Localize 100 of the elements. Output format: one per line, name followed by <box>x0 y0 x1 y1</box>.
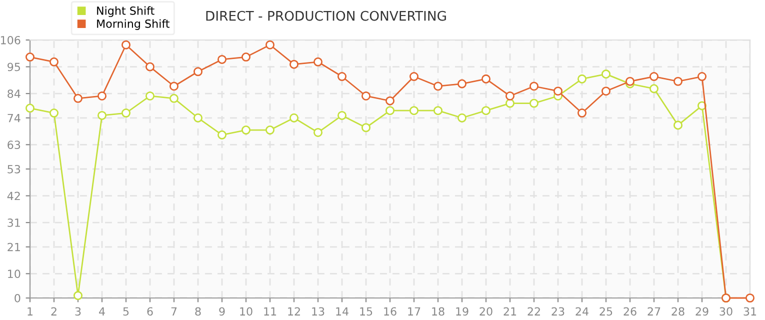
point <box>337 110 347 120</box>
point <box>505 98 515 108</box>
x-tick-label: 4 <box>99 307 105 316</box>
point <box>553 86 563 96</box>
point <box>361 91 371 100</box>
point <box>289 60 299 69</box>
point <box>601 86 611 96</box>
point <box>673 76 683 86</box>
point <box>145 62 155 72</box>
y-tick-label: 10 <box>8 270 20 278</box>
point <box>241 126 251 135</box>
point <box>169 82 179 91</box>
x-tick-label: 27 <box>648 307 660 316</box>
y-tick-label: 31 <box>8 218 20 227</box>
y-tick-label: 84 <box>8 90 20 98</box>
point <box>193 113 203 122</box>
y-tick-label: 106 <box>0 36 20 44</box>
point <box>73 94 83 103</box>
x-tick-label: 15 <box>360 307 372 316</box>
legend-label: Night Shift <box>97 6 154 18</box>
x-tick-label: 24 <box>576 307 588 316</box>
chart-title: DIRECT - PRODUCTION CONVERTING <box>206 10 446 21</box>
x-tick-label: 21 <box>504 307 516 316</box>
y-tick-label: 42 <box>7 192 20 200</box>
point <box>289 113 299 122</box>
x-tick-label: 5 <box>123 307 129 316</box>
x-tick-label: 23 <box>552 307 564 316</box>
point <box>97 110 107 120</box>
x-tick-label: 2 <box>51 307 56 316</box>
point <box>649 84 659 94</box>
x-tick-label: 13 <box>312 307 324 316</box>
point <box>601 70 611 79</box>
point <box>49 108 59 118</box>
point <box>265 40 275 50</box>
point <box>313 57 323 66</box>
y-tick-label: 21 <box>8 242 20 252</box>
point <box>697 72 707 82</box>
point <box>481 74 491 84</box>
x-tick-label: 8 <box>195 307 201 316</box>
y-tick-label: 0 <box>14 294 20 302</box>
x-tick-label: 3 <box>75 307 81 316</box>
x-tick-label: 16 <box>384 307 396 316</box>
point <box>529 98 539 108</box>
x-tick-label: 28 <box>672 307 684 316</box>
point <box>385 106 395 116</box>
x-tick-label: 20 <box>480 307 492 316</box>
point <box>145 91 155 100</box>
x-tick-label: 26 <box>624 307 636 316</box>
x-tick-label: 12 <box>288 307 300 316</box>
point <box>577 108 587 118</box>
point <box>409 106 419 116</box>
x-tick-label: 29 <box>696 307 708 316</box>
point <box>73 291 83 300</box>
point <box>313 128 323 138</box>
point <box>433 106 443 116</box>
point <box>241 52 251 62</box>
point <box>97 91 107 100</box>
point <box>385 96 395 106</box>
point <box>121 40 131 50</box>
x-tick-label: 6 <box>147 307 153 316</box>
y-tick-label: 95 <box>8 62 20 72</box>
point <box>121 108 131 118</box>
point <box>337 72 347 82</box>
point <box>169 94 179 103</box>
x-tick-label: 11 <box>264 307 276 316</box>
point <box>49 57 59 66</box>
point <box>457 113 467 122</box>
x-tick-label: 31 <box>744 307 756 316</box>
point <box>25 104 35 113</box>
x-tick-label: 10 <box>240 307 252 316</box>
point <box>481 106 491 116</box>
point <box>505 91 515 100</box>
x-tick-label: 17 <box>408 307 420 316</box>
point <box>361 123 371 132</box>
point <box>745 293 755 303</box>
x-tick-label: 14 <box>336 307 348 316</box>
x-tick-label: 22 <box>528 307 540 316</box>
x-tick-label: 18 <box>432 307 444 316</box>
y-tick-label: 74 <box>8 114 20 122</box>
point <box>577 74 587 84</box>
point <box>193 67 203 76</box>
point <box>625 76 635 86</box>
y-tick-label: 53 <box>8 164 20 174</box>
point <box>433 82 443 91</box>
point <box>457 79 467 88</box>
point <box>265 126 275 135</box>
x-tick-label: 19 <box>456 307 468 316</box>
x-tick-label: 25 <box>600 307 612 316</box>
point <box>217 54 227 64</box>
x-tick-label: 7 <box>171 307 177 316</box>
legend-label: Morning Shift <box>97 19 170 30</box>
point <box>25 52 35 62</box>
x-tick-label: 9 <box>219 307 225 316</box>
point <box>673 120 683 130</box>
point <box>217 130 227 140</box>
y-tick-label: 63 <box>8 140 20 150</box>
x-tick-label: 1 <box>28 307 33 316</box>
x-tick-label: 30 <box>720 307 732 316</box>
point <box>409 72 419 82</box>
point <box>649 72 659 82</box>
